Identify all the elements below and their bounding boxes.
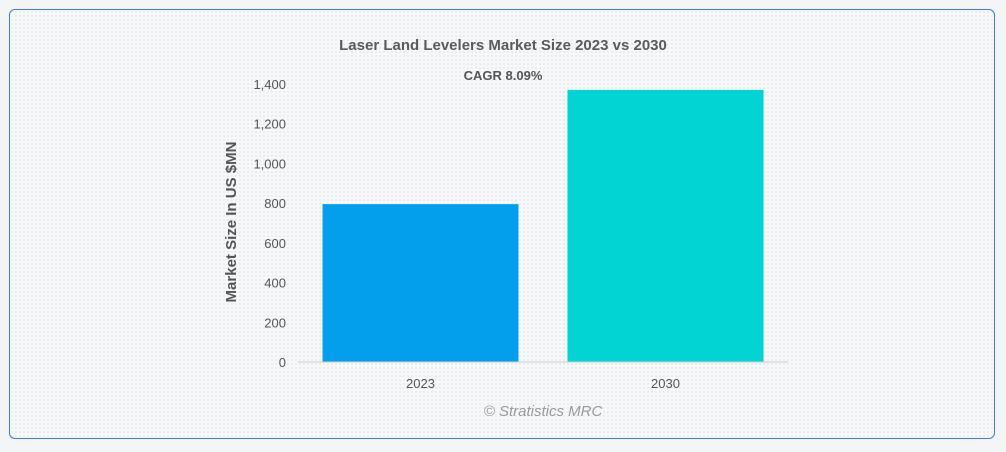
bar-2023	[322, 204, 519, 362]
cagr-annotation: CAGR 8.09%	[464, 68, 543, 83]
bar-2030	[567, 89, 764, 362]
y-tick-label: 1,000	[253, 156, 286, 171]
chart-title: Laser Land Levelers Market Size 2023 vs …	[339, 37, 667, 54]
y-tick-label: 800	[264, 196, 286, 211]
credit-text: © Stratistics MRC	[484, 403, 603, 420]
y-tick-label: 400	[264, 276, 286, 291]
y-tick-label: 1,400	[253, 77, 286, 92]
y-tick-label: 1,200	[253, 117, 286, 132]
y-axis-label: Market Size In US $MN	[223, 142, 240, 303]
y-tick-label: 200	[264, 315, 286, 330]
y-tick-label: 0	[279, 355, 286, 370]
x-tick-label: 2023	[406, 376, 435, 391]
y-tick-label: 600	[264, 236, 286, 251]
x-tick-label: 2030	[651, 376, 680, 391]
